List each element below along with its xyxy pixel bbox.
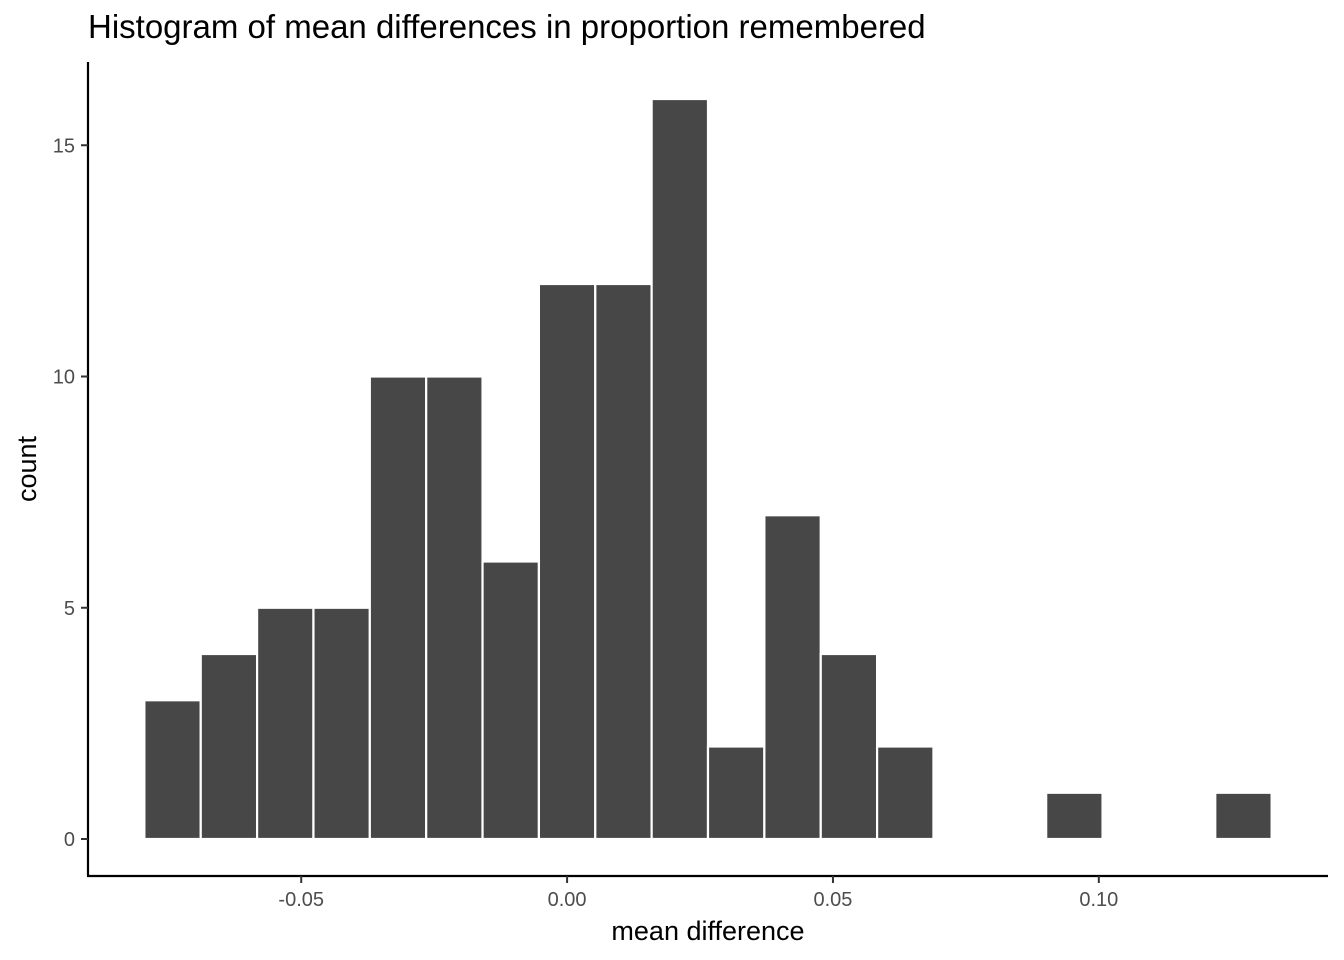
x-axis-label: mean difference [611,916,804,946]
y-axis-label: count [12,435,42,502]
histogram-bar [819,652,879,841]
chart-title: Histogram of mean differences in proport… [88,8,926,45]
histogram-bar [481,560,541,841]
histogram-bar [143,699,202,841]
histogram-bar [255,606,315,841]
y-tick-label: 15 [53,135,75,157]
y-tick-label: 10 [53,367,75,389]
histogram-bar [1214,791,1273,841]
histogram-bar [368,375,428,841]
histogram-bar [199,652,259,841]
histogram-bar [425,375,484,841]
histogram-bar [763,514,822,841]
x-ticks-layer: -0.05 0.00 0.05 0.10 [278,876,1118,911]
histogram-bar [875,745,935,841]
histogram-bar [1045,791,1104,841]
histogram-bar [537,282,597,841]
histogram-bar [706,745,766,841]
y-ticks-layer: 0 5 10 15 [53,135,88,851]
histogram-bar [312,606,371,841]
histogram-bar [594,282,653,841]
y-tick-label: 0 [64,829,75,851]
histogram-bar [650,97,710,841]
x-tick-label: 0.05 [813,889,852,911]
bars-layer [143,97,1273,841]
x-tick-label: 0.10 [1079,889,1118,911]
y-tick-label: 5 [64,598,75,620]
x-tick-label: -0.05 [278,889,324,911]
x-tick-label: 0.00 [548,889,587,911]
